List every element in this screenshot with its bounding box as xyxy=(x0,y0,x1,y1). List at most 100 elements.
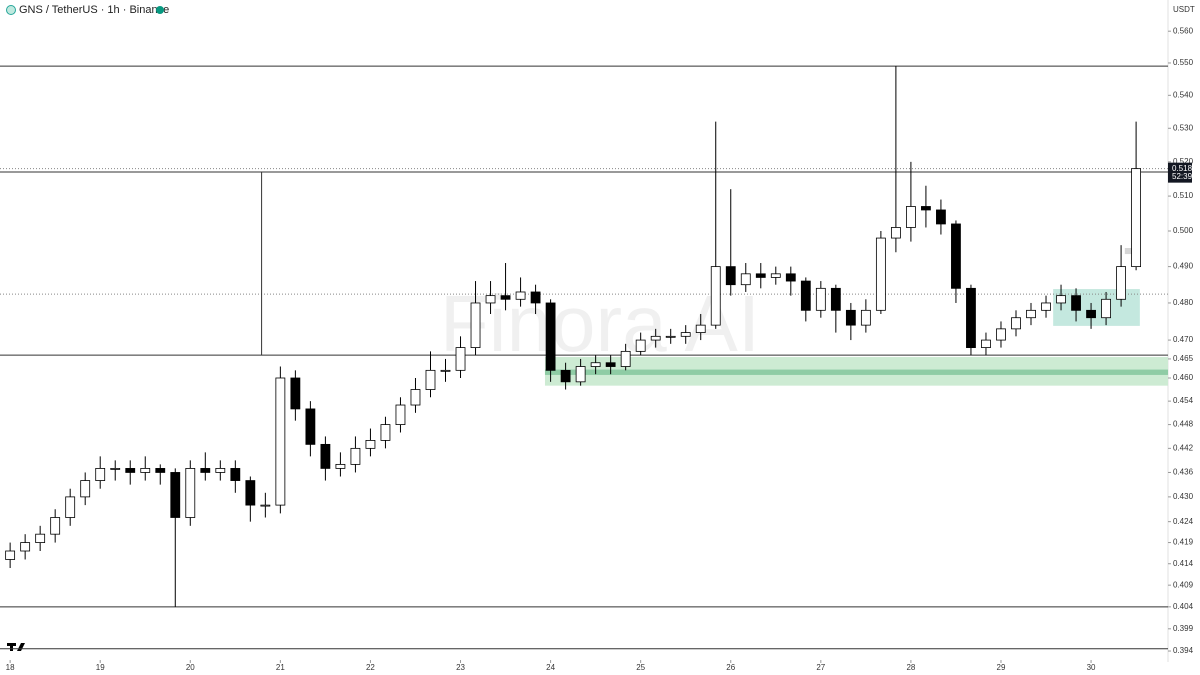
x-tick-label: 18 xyxy=(6,663,15,672)
candle-body xyxy=(215,468,226,473)
candle-body xyxy=(455,347,466,371)
candle-body xyxy=(1101,298,1111,319)
candle-body xyxy=(530,291,541,304)
candle-body xyxy=(245,480,256,506)
y-tick-label: 0.470 xyxy=(1173,335,1194,344)
candle-body xyxy=(1011,317,1021,330)
candle-body xyxy=(425,369,436,390)
candle-body xyxy=(65,496,76,518)
countdown: 52:39 xyxy=(1172,172,1193,181)
zone xyxy=(1053,289,1140,326)
candle-body xyxy=(485,295,496,304)
y-tick-label: 0.404 xyxy=(1173,602,1194,611)
candle-body xyxy=(785,273,796,282)
candle-body xyxy=(290,377,301,410)
y-tick-label: 0.560 xyxy=(1173,26,1194,35)
last-price: 0.518 xyxy=(1172,164,1193,173)
candle-body xyxy=(710,266,721,326)
candle-body xyxy=(365,440,376,449)
y-tick-label: 0.399 xyxy=(1173,624,1194,633)
candle-body xyxy=(695,324,706,333)
y-tick-label: 0.465 xyxy=(1173,354,1194,363)
candle-body xyxy=(951,223,961,289)
y-tick-label: 0.424 xyxy=(1173,517,1194,526)
candle-body xyxy=(800,280,811,311)
zone xyxy=(544,369,1168,375)
candle-body xyxy=(110,468,121,470)
candle-body xyxy=(35,533,46,543)
y-tick-label: 0.500 xyxy=(1173,226,1194,235)
y-tick-label: 0.540 xyxy=(1173,90,1194,99)
y-tick-label: 0.530 xyxy=(1173,123,1194,132)
x-tick-label: 30 xyxy=(1087,663,1096,672)
x-tick-label: 22 xyxy=(366,663,375,672)
candle-body xyxy=(95,468,106,481)
y-tick-label: 0.460 xyxy=(1173,373,1194,382)
x-tick-label: 19 xyxy=(96,663,105,672)
candle-body xyxy=(320,443,331,469)
price-label-box xyxy=(1168,162,1192,183)
candle-body xyxy=(725,266,736,286)
candle-body xyxy=(125,468,136,473)
candle-body xyxy=(620,350,631,367)
candle-body xyxy=(936,209,946,225)
candle-body xyxy=(200,468,211,473)
y-tick-label: 0.436 xyxy=(1173,468,1194,477)
candle-body xyxy=(335,463,346,469)
candle-body xyxy=(275,377,286,506)
candle-body xyxy=(921,206,931,211)
candle-body xyxy=(500,295,511,300)
candle-body xyxy=(981,339,991,348)
y-tick-label: 0.490 xyxy=(1173,262,1194,271)
candle-body xyxy=(635,339,646,352)
candle-body xyxy=(755,273,766,278)
candle-body xyxy=(545,302,556,371)
candle-body xyxy=(890,227,901,239)
candle-body xyxy=(680,332,691,337)
x-tick-label: 25 xyxy=(636,663,645,672)
candle-body xyxy=(260,504,271,507)
candle-body xyxy=(665,335,676,338)
y-tick-label: 0.448 xyxy=(1173,420,1194,429)
candle-body xyxy=(845,309,856,326)
x-tick-label: 23 xyxy=(456,663,465,672)
candle-body xyxy=(575,366,586,383)
candle-body xyxy=(1026,309,1036,319)
candle-body xyxy=(996,328,1006,341)
currency-label: USDT xyxy=(1173,5,1195,14)
candle-body xyxy=(410,389,421,406)
candle-body xyxy=(170,472,181,518)
x-tick-label: 29 xyxy=(997,663,1006,672)
candle-body xyxy=(470,302,481,348)
candle-body xyxy=(906,206,916,228)
candle-body xyxy=(1116,266,1126,300)
x-tick-label: 24 xyxy=(546,663,555,672)
candle-body xyxy=(350,447,361,465)
y-tick-label: 0.394 xyxy=(1173,646,1194,655)
candle-body xyxy=(605,362,616,367)
candle-body xyxy=(1071,295,1081,311)
candle-body xyxy=(1086,309,1096,319)
x-tick-label: 21 xyxy=(276,663,285,672)
candle-body xyxy=(560,369,571,383)
candle-body xyxy=(50,517,61,535)
candle-body xyxy=(1131,168,1142,268)
candle-body xyxy=(1041,302,1051,311)
candle-body xyxy=(860,309,871,326)
symbol-icon xyxy=(6,5,16,15)
candle-body xyxy=(830,287,841,311)
candle-body xyxy=(650,335,661,341)
chart-title: GNS / TetherUS · 1h · Binance xyxy=(19,4,169,16)
candle-body xyxy=(770,273,781,278)
candle-body xyxy=(380,424,391,441)
candle-body xyxy=(5,550,16,560)
candle-body xyxy=(515,291,526,300)
candle-body xyxy=(590,362,601,367)
x-tick-label: 26 xyxy=(726,663,735,672)
candle-body xyxy=(740,273,751,286)
candle-body xyxy=(1056,295,1066,304)
x-tick-label: 28 xyxy=(906,663,915,672)
y-tick-label: 0.430 xyxy=(1173,492,1194,501)
